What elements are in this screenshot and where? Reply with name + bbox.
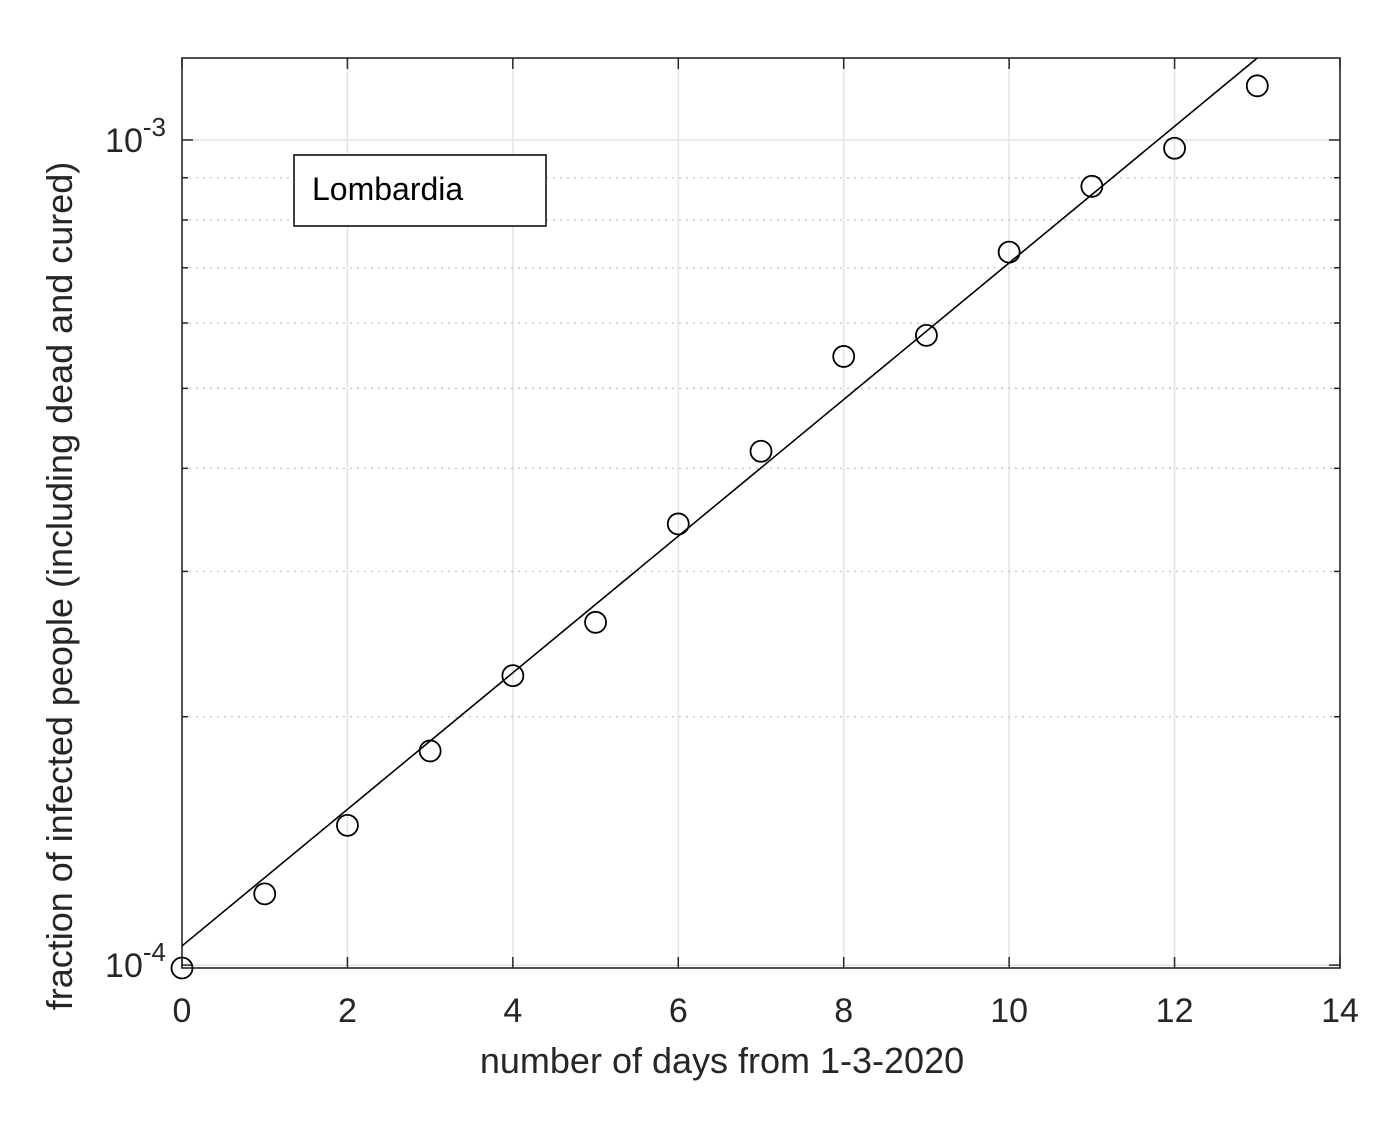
data-point: [501, 664, 525, 688]
fit-line: [181, 57, 1258, 947]
x-tick-label: 10: [990, 992, 1028, 1030]
y-tick-label: 10-4: [105, 937, 166, 985]
data-point: [1245, 74, 1269, 98]
data-point: [749, 439, 773, 463]
x-tick-label: 4: [503, 992, 522, 1030]
data-point: [336, 813, 359, 837]
y-tick-label: 10-3: [105, 112, 166, 160]
data-point: [915, 323, 938, 347]
x-tick-label: 0: [173, 992, 192, 1030]
legend-label: Lombardia: [312, 171, 463, 207]
x-tick-label: 2: [338, 992, 357, 1030]
series-layer: [170, 57, 1269, 980]
x-tick-label: 6: [669, 992, 688, 1030]
data-point: [666, 512, 690, 536]
tick-marks: [181, 58, 1341, 968]
plot-area: [181, 57, 1341, 969]
legend: Lombardia: [293, 154, 547, 227]
tick-labels: 0 2 4 6 8 10 12 14 10-4 10-3: [105, 112, 1359, 1030]
data-point: [584, 610, 607, 634]
x-tick-label: 14: [1321, 992, 1359, 1030]
x-tick-label: 8: [834, 992, 853, 1030]
x-axis-label: number of days from 1-3-2020: [480, 1040, 964, 1081]
data-point: [170, 956, 194, 980]
legend-box: [293, 154, 547, 227]
x-tick-label: 12: [1156, 992, 1194, 1030]
data-point: [832, 345, 856, 368]
data-point: [253, 882, 277, 906]
data-point: [1163, 136, 1186, 160]
y-axis-label: fraction of infected people (including d…: [39, 162, 80, 1011]
